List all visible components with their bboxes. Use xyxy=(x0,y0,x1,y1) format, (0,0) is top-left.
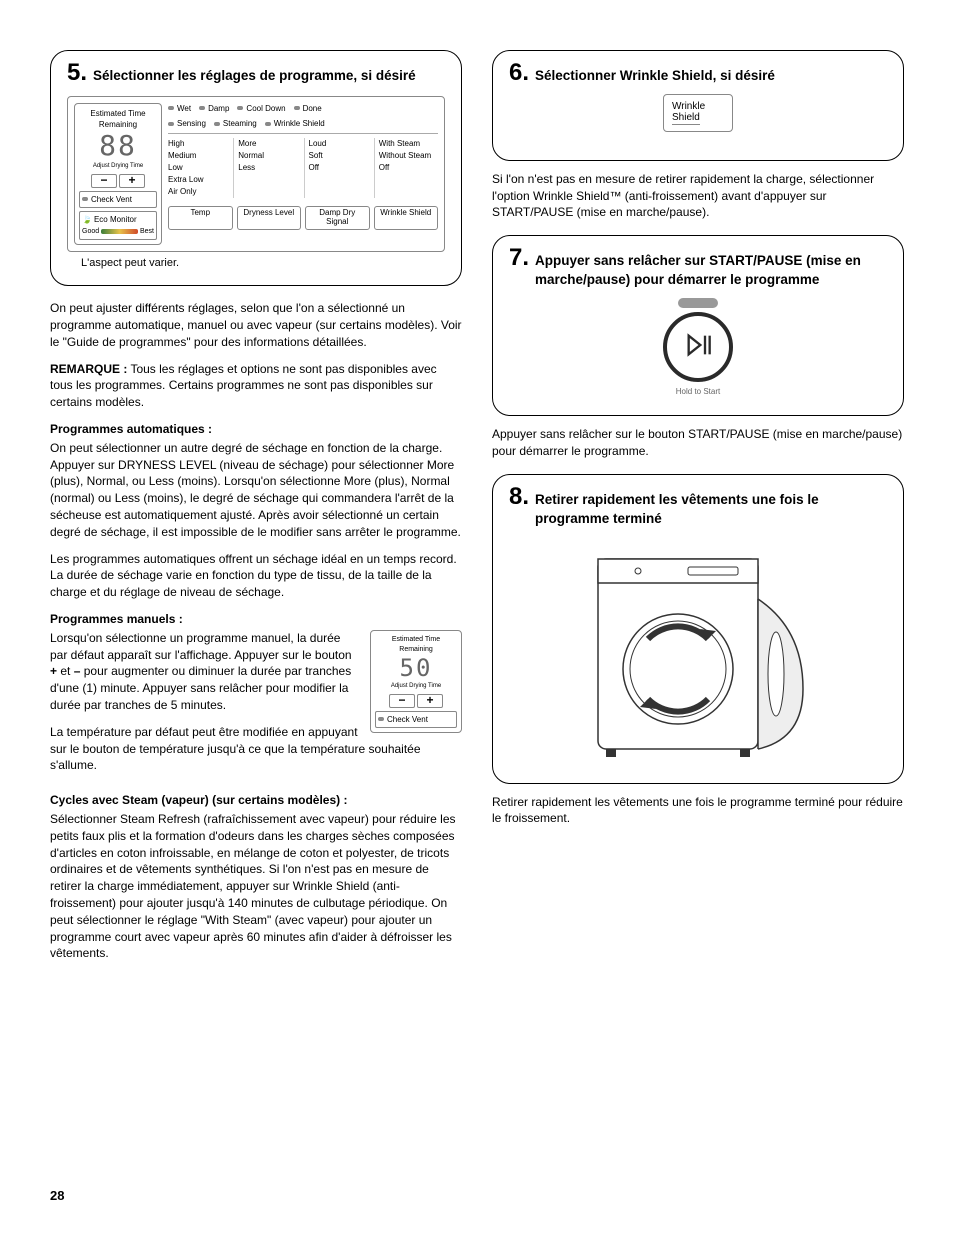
ws-line1: Wrinkle xyxy=(672,101,724,113)
manual-head: Programmes manuels : xyxy=(50,611,462,628)
status-cooldown: Cool Down xyxy=(246,103,285,114)
check-vent-row: Check Vent xyxy=(79,191,157,208)
dryness-col: More Normal Less xyxy=(233,138,297,198)
step5-body: On peut ajuster différents réglages, sel… xyxy=(50,300,462,962)
remarque-label: REMARQUE : xyxy=(50,362,127,376)
left-column: 5. Sélectionner les réglages de programm… xyxy=(50,50,462,972)
step7-title: 7. Appuyer sans relâcher sur START/PAUSE… xyxy=(509,246,887,290)
start-cap-icon xyxy=(678,298,718,308)
mini-led-icon xyxy=(378,717,384,721)
step8-number: 8. xyxy=(509,485,529,509)
step7-number: 7. xyxy=(509,246,529,270)
start-pause-wrap: Hold to Start xyxy=(509,298,887,397)
status-leds-2: Sensing Steaming Wrinkle Shield xyxy=(168,118,438,129)
led-icon xyxy=(82,197,88,201)
step5-heading: Sélectionner les réglages de programme, … xyxy=(93,67,416,86)
mini-plus-button[interactable]: + xyxy=(417,694,443,708)
right-column: 6. Sélectionner Wrinkle Shield, si désir… xyxy=(492,50,904,972)
step8-para: Retirer rapidement les vêtements une foi… xyxy=(492,794,904,828)
damp-button[interactable]: Damp Dry Signal xyxy=(305,206,370,230)
status-done: Done xyxy=(303,103,322,114)
auto-para1: On peut sélectionner un autre degré de s… xyxy=(50,440,462,541)
step7-para: Appuyer sans relâcher sur le bouton STAR… xyxy=(492,426,904,460)
start-pause-button[interactable] xyxy=(663,312,733,382)
mini-adjust-label: Adjust Drying Time xyxy=(375,682,457,690)
adjust-label: Adjust Drying Time xyxy=(79,162,157,170)
steam-head: Cycles avec Steam (vapeur) (sur certains… xyxy=(50,792,462,809)
step6-para: Si l'on n'est pas en mesure de retirer r… xyxy=(492,171,904,221)
hold-to-start-label: Hold to Start xyxy=(509,386,887,397)
step6-card: 6. Sélectionner Wrinkle Shield, si désir… xyxy=(492,50,904,161)
status-sensing: Sensing xyxy=(177,118,206,129)
damp-col: Loud Soft Off xyxy=(304,138,368,198)
est-time-label: Estimated Time Remaining xyxy=(79,108,157,130)
step6-title: 6. Sélectionner Wrinkle Shield, si désir… xyxy=(509,61,887,86)
dryer-icon xyxy=(578,539,818,769)
step7-card: 7. Appuyer sans relâcher sur START/PAUSE… xyxy=(492,235,904,416)
check-vent-label: Check Vent xyxy=(91,194,132,205)
eco-bar: Good Best xyxy=(82,227,154,237)
step8-illustration xyxy=(509,539,887,769)
eco-best: Best xyxy=(140,227,154,237)
auto-para2: Les programmes automatiques offrent un s… xyxy=(50,551,462,601)
panel-options: Wet Damp Cool Down Done Sensing Steaming… xyxy=(168,103,438,245)
control-panel: Estimated Time Remaining 88 Adjust Dryin… xyxy=(67,96,445,252)
step5-para1: On peut ajuster différents réglages, sel… xyxy=(50,300,462,350)
auto-head: Programmes automatiques : xyxy=(50,421,462,438)
wrinkle-col: With Steam Without Steam Off xyxy=(374,138,438,198)
dryness-button[interactable]: Dryness Level xyxy=(237,206,302,230)
status-wrinkle: Wrinkle Shield xyxy=(274,118,325,129)
step5-card: 5. Sélectionner les réglages de programm… xyxy=(50,50,462,286)
mini-pm-row: − + xyxy=(375,694,457,708)
eco-label: Eco Monitor xyxy=(94,214,137,225)
temp-col: High Medium Low Extra Low Air Only xyxy=(168,138,227,198)
option-buttons: Temp Dryness Level Damp Dry Signal Wrink… xyxy=(168,206,438,230)
mini-check-vent: Check Vent xyxy=(375,711,457,728)
status-wet: Wet xyxy=(177,103,191,114)
mini-minus-button[interactable]: − xyxy=(389,694,415,708)
minus-button[interactable]: − xyxy=(91,174,117,188)
ws-line2: Shield xyxy=(672,112,700,125)
eco-monitor-row: 🍃 Eco Monitor Good Best xyxy=(79,211,157,240)
wrinkle-button[interactable]: Wrinkle Shield xyxy=(374,206,439,230)
status-leds: Wet Damp Cool Down Done xyxy=(168,103,438,114)
leaf-icon: 🍃 xyxy=(82,214,92,225)
display-88: 88 xyxy=(79,132,157,160)
eco-gradient xyxy=(101,229,138,234)
step5-title: 5. Sélectionner les réglages de programm… xyxy=(67,61,445,86)
mini-display: 50 xyxy=(375,656,457,680)
mini-check-label: Check Vent xyxy=(387,714,428,725)
step7-heading: Appuyer sans relâcher sur START/PAUSE (m… xyxy=(535,252,887,290)
step8-heading: Retirer rapidement les vêtements une foi… xyxy=(535,491,887,529)
step8-title: 8. Retirer rapidement les vêtements une … xyxy=(509,485,887,529)
panel-caption: L'aspect peut varier. xyxy=(81,256,445,271)
mini-panel: Estimated Time Remaining 50 Adjust Dryin… xyxy=(370,630,462,733)
temp-button[interactable]: Temp xyxy=(168,206,233,230)
status-damp: Damp xyxy=(208,103,229,114)
step5-remarque: REMARQUE : Tous les réglages et options … xyxy=(50,361,462,411)
plus-button[interactable]: + xyxy=(119,174,145,188)
panel-display-block: Estimated Time Remaining 88 Adjust Dryin… xyxy=(74,103,162,245)
page-number: 28 xyxy=(50,1187,64,1205)
step8-card: 8. Retirer rapidement les vêtements une … xyxy=(492,474,904,784)
status-steaming: Steaming xyxy=(223,118,257,129)
play-pause-icon xyxy=(684,331,712,364)
plus-minus-row: − + xyxy=(79,174,157,188)
step6-heading: Sélectionner Wrinkle Shield, si désiré xyxy=(535,67,775,86)
eco-good: Good xyxy=(82,227,99,237)
mini-est-label: Estimated Time Remaining xyxy=(375,635,457,655)
steam-para: Sélectionner Steam Refresh (rafraîchisse… xyxy=(50,811,462,962)
options-table: High Medium Low Extra Low Air Only More … xyxy=(168,133,438,198)
wrinkle-shield-button[interactable]: Wrinkle Shield xyxy=(663,94,733,132)
step5-number: 5. xyxy=(67,61,87,85)
step5-illustration: Estimated Time Remaining 88 Adjust Dryin… xyxy=(67,96,445,271)
step6-number: 6. xyxy=(509,61,529,85)
page-columns: 5. Sélectionner les réglages de programm… xyxy=(50,50,904,972)
